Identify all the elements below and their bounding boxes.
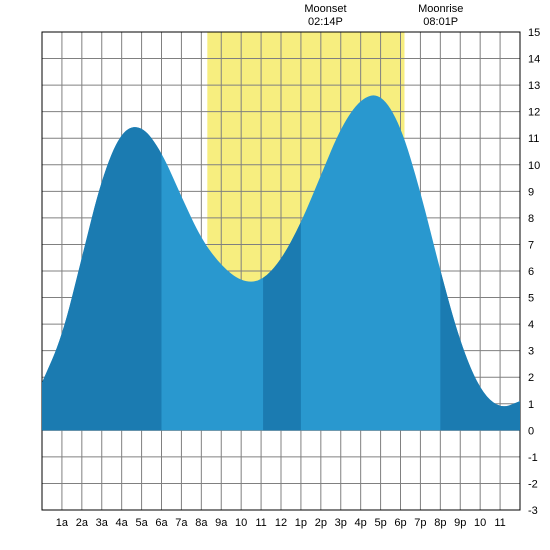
y-tick-label: 15 [528, 27, 540, 39]
x-tick-label: 7p [414, 517, 426, 529]
y-tick-label: -1 [528, 452, 538, 464]
x-axis-labels: 1a 2a 3a 4a 5a 6a 7a 8a 9a 10 11 12 1p 2p 3p 4p 5p 6p 7p 8p… [56, 517, 506, 529]
y-tick-label: -2 [528, 478, 538, 490]
x-tick-label: 5a [135, 517, 148, 529]
x-tick-label: 1a [56, 517, 69, 529]
annotation-label: Moonset [304, 3, 346, 15]
y-tick-label: -3 [528, 505, 538, 517]
x-tick-label: 10 [235, 517, 247, 529]
y-tick-label: 13 [528, 80, 540, 92]
y-tick-label: 7 [528, 239, 534, 251]
x-tick-label: 4p [355, 517, 367, 529]
y-tick-label: 8 [528, 213, 534, 225]
x-tick-label: 12 [275, 517, 287, 529]
x-tick-label: 6a [155, 517, 168, 529]
y-tick-label: 10 [528, 160, 540, 172]
tide-chart: 1a2a3a4a5a6a7a8a9a1011121p2p3p4p5p6p7p8p… [0, 0, 550, 550]
x-tick-label: 3a [96, 517, 109, 529]
x-tick-label: 4a [116, 517, 129, 529]
y-tick-label: 3 [528, 346, 534, 358]
y-tick-label: 5 [528, 293, 534, 305]
annotation-label: Moonrise [418, 3, 463, 15]
annotation-value: 08:01P [423, 16, 458, 28]
y-tick-label: 11 [528, 133, 539, 145]
y-tick-label: 2 [528, 372, 534, 384]
x-tick-label: 11 [494, 517, 505, 529]
chart-svg: 1a2a3a4a5a6a7a8a9a1011121p2p3p4p5p6p7p8p… [0, 0, 550, 550]
y-tick-label: 14 [528, 54, 540, 66]
x-tick-label: 2p [315, 517, 327, 529]
x-tick-label: 5p [374, 517, 386, 529]
x-tick-label: 9a [215, 517, 228, 529]
x-tick-label: 1p [295, 517, 307, 529]
y-tick-label: 4 [528, 319, 534, 331]
x-tick-label: 7a [175, 517, 188, 529]
x-tick-label: 8a [195, 517, 208, 529]
x-tick-label: 8p [434, 517, 446, 529]
x-tick-label: 10 [474, 517, 486, 529]
x-tick-label: 3p [335, 517, 347, 529]
annotation-value: 02:14P [308, 16, 343, 28]
x-tick-label: 9p [454, 517, 466, 529]
x-tick-label: 2a [76, 517, 89, 529]
x-tick-label: 6p [394, 517, 406, 529]
y-tick-label: 1 [528, 399, 534, 411]
y-tick-label: 9 [528, 186, 534, 198]
y-tick-label: 6 [528, 266, 534, 278]
y-tick-label: 0 [528, 425, 534, 437]
y-tick-label: 12 [528, 107, 540, 119]
x-tick-label: 11 [255, 517, 266, 529]
